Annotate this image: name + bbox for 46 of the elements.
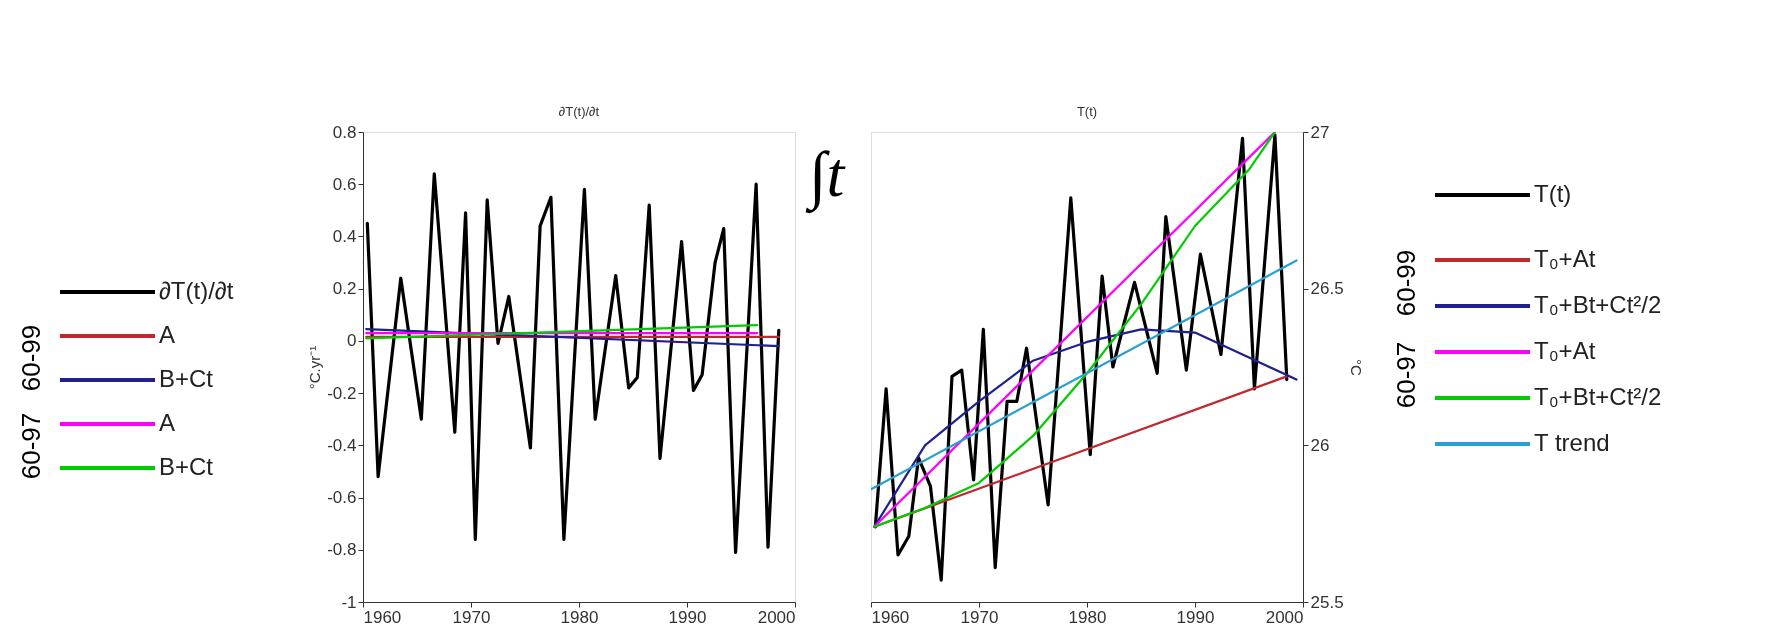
x-tick-label: 1970: [960, 607, 999, 627]
y-tick-label: -0.6: [327, 488, 357, 508]
y-tick-label: -0.2: [327, 383, 357, 403]
legend-label: T₀+At: [1534, 337, 1596, 364]
y2-tick-label: 25.5: [1310, 592, 1344, 612]
x-tick-label: 2000: [757, 607, 796, 627]
legend-label: B+Ct: [159, 453, 214, 480]
y-tick-label: 0.6: [332, 174, 357, 194]
text: 60-99: [16, 324, 46, 392]
x-tick-label: 1990: [1176, 607, 1215, 627]
y-tick-label: -0.8: [327, 540, 357, 560]
line-series: [873, 328, 1298, 528]
y2-tick-label: 26.5: [1310, 279, 1344, 299]
y-tick-label: -0.4: [327, 435, 357, 455]
legend-label: T₀+Bt+Ct²/2: [1534, 383, 1662, 410]
legend-label: T₀+Bt+Ct²/2: [1534, 291, 1662, 318]
x-tick-label: 1980: [1068, 607, 1107, 627]
line-series: [365, 172, 781, 554]
chart-title: T(t): [1076, 104, 1098, 119]
y-tick-label: 0.8: [332, 122, 357, 142]
legend-label: T(t): [1534, 180, 1572, 207]
x-tick-label: 1980: [560, 607, 599, 627]
x-tick-label: 1960: [871, 607, 910, 627]
chart-title: ∂T(t)/∂t: [558, 104, 600, 119]
text: ∫t: [805, 139, 847, 214]
y2-tick-label: 27: [1310, 122, 1330, 142]
text: 60-97: [1391, 341, 1421, 409]
x-tick-label: 1990: [668, 607, 707, 627]
y-tick-label: 0.2: [332, 279, 357, 299]
legend-label: T₀+At: [1534, 245, 1596, 272]
x-tick-label: 2000: [1265, 607, 1304, 627]
text: 60-99: [1391, 249, 1421, 317]
legend-label: A: [159, 321, 176, 348]
legend-label: B+Ct: [159, 365, 214, 392]
x-tick-label: 1970: [452, 607, 491, 627]
y2-tick-label: 26: [1310, 435, 1330, 455]
legend-label: T trend: [1534, 429, 1610, 456]
y-axis-title: °C.yr⁻¹: [306, 345, 324, 390]
x-tick-label: 1960: [363, 607, 402, 627]
text: 60-97: [16, 412, 46, 480]
y-tick-label: 0.4: [332, 226, 357, 246]
legend-label: ∂T(t)/∂t: [159, 277, 234, 304]
y-tick-label: 0: [347, 331, 357, 351]
legend-label: A: [159, 409, 176, 436]
y2-axis-title: °C: [1347, 359, 1365, 377]
y-tick-label: -1: [341, 592, 357, 612]
